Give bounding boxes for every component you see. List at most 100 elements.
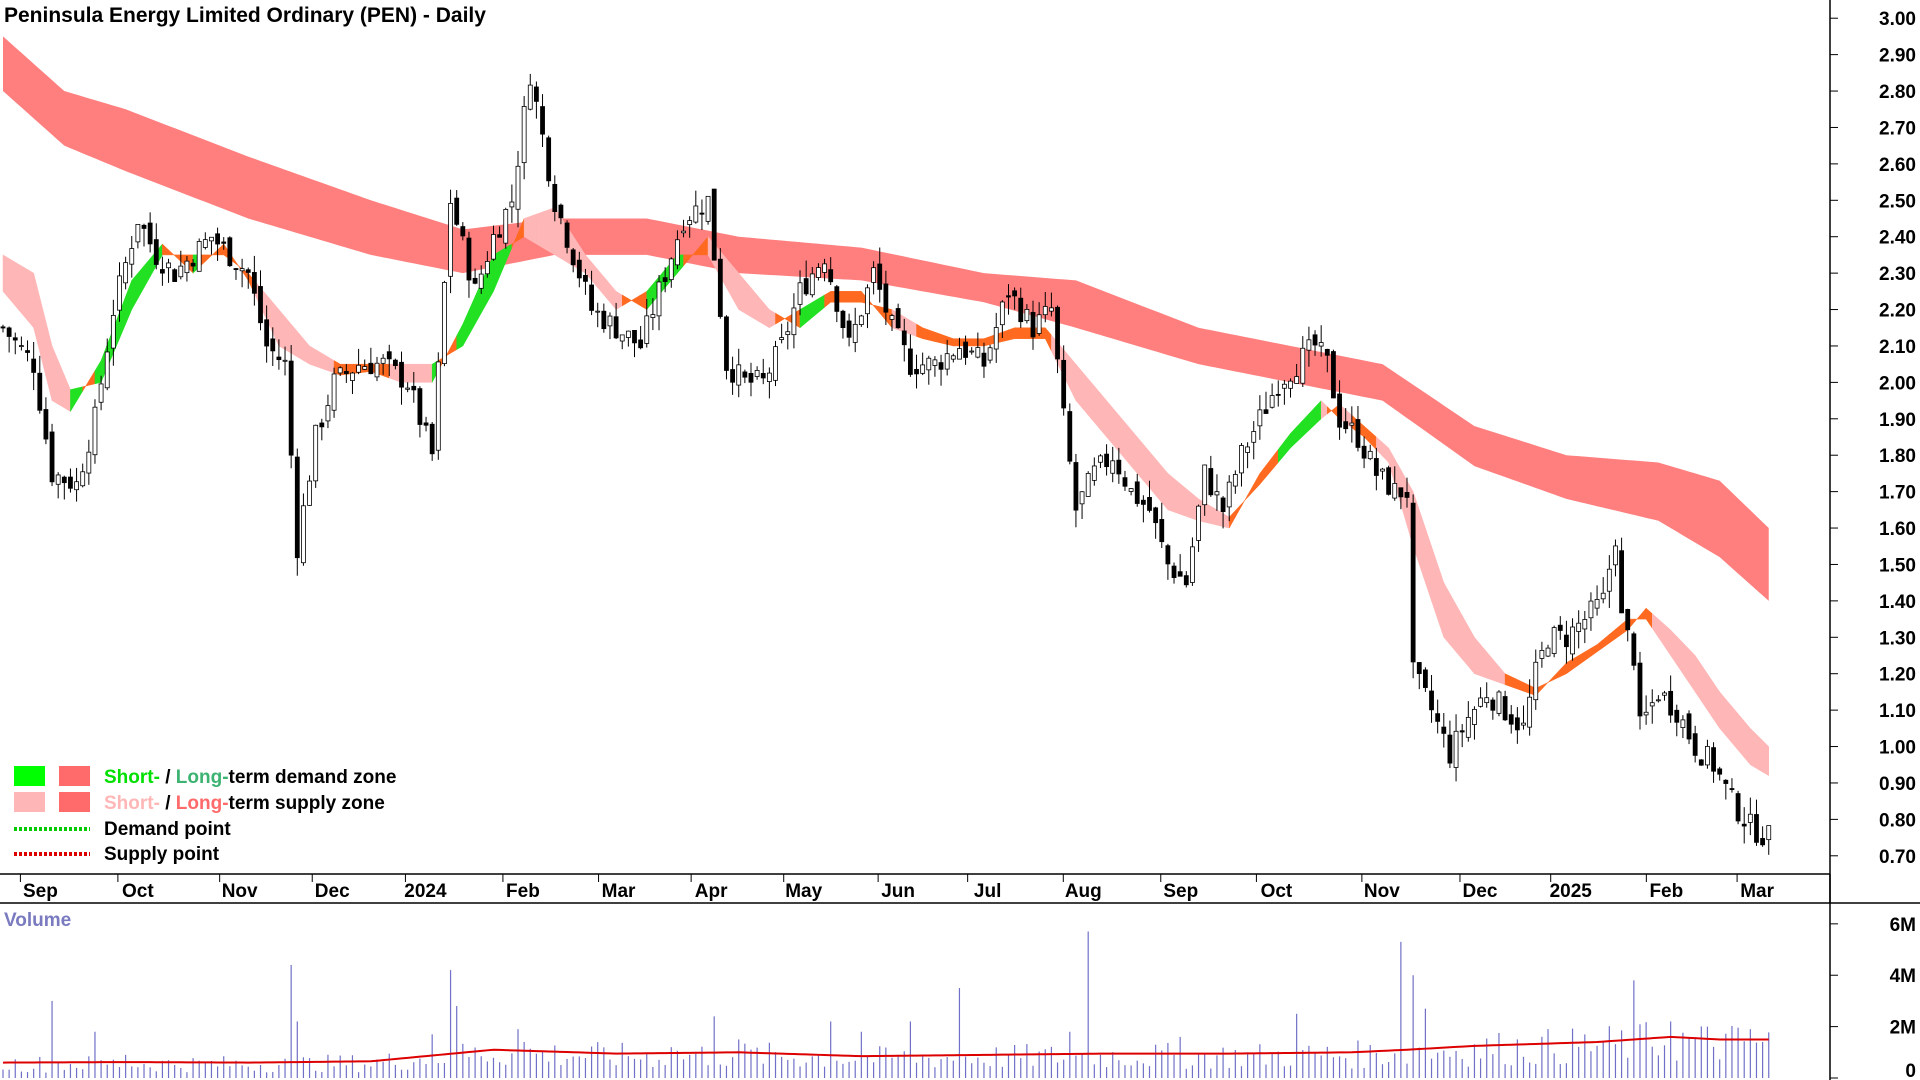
- price-bar-body: [656, 281, 662, 317]
- price-tick-label: 1.80: [1879, 446, 1916, 467]
- price-bar-body: [1324, 348, 1330, 356]
- price-bar-body: [1061, 359, 1067, 409]
- price-bar-body: [1527, 696, 1533, 728]
- short-term-zone-segment: [1167, 472, 1175, 513]
- legend-supply-short: Short-: [104, 793, 160, 814]
- price-bar-body: [1337, 393, 1342, 428]
- price-bar-body: [1343, 421, 1349, 430]
- price-bar-body: [1036, 314, 1042, 334]
- short-term-zone-segment: [27, 269, 34, 329]
- short-term-zone-segment: [548, 207, 556, 256]
- legend-demand-suffix: term demand zone: [229, 767, 397, 788]
- price-bar-body: [1251, 431, 1257, 443]
- price-bar-body: [619, 334, 625, 342]
- price-bar-body: [558, 204, 564, 219]
- time-tick-label: Feb: [506, 881, 540, 902]
- price-tick-label: 2.80: [1879, 82, 1916, 103]
- price-bar-body: [503, 208, 509, 244]
- price-bar-body: [31, 358, 37, 373]
- price-bar-body: [607, 315, 613, 327]
- price-tick-label: 2.10: [1879, 337, 1916, 358]
- short-term-zone-segment: [1094, 385, 1101, 431]
- time-tick-label: Feb: [1649, 881, 1683, 902]
- price-bar-body: [1030, 311, 1036, 338]
- time-tick-label: 2025: [1550, 881, 1593, 902]
- price-bar-body: [196, 241, 202, 272]
- price-bar-body: [650, 314, 656, 318]
- price-bar-body: [6, 327, 12, 337]
- price-bar-body: [1729, 788, 1735, 790]
- short-term-zone-segment: [530, 213, 537, 245]
- price-bar-body: [644, 315, 650, 344]
- time-tick-label: Sep: [23, 881, 58, 902]
- price-bar-body: [1147, 497, 1152, 511]
- price-bar-body: [1318, 342, 1324, 347]
- price-bar-body: [1226, 481, 1232, 508]
- price-bar-body: [1288, 380, 1293, 389]
- price-tick-label: 1.50: [1879, 555, 1916, 576]
- price-bar-body: [166, 262, 171, 269]
- price-bar-body: [877, 263, 883, 290]
- price-bar-body: [1447, 734, 1453, 764]
- price-tick-label: 0.70: [1879, 847, 1916, 868]
- price-bar-body: [527, 84, 533, 110]
- price-bar-body: [668, 258, 674, 281]
- price-bar-body: [1392, 483, 1398, 499]
- short-term-zone-segment: [523, 215, 531, 241]
- legend-long-supply-swatch: [59, 792, 90, 812]
- price-bar-body: [135, 224, 141, 243]
- price-bar-body: [1055, 306, 1060, 360]
- price-bar-body: [1263, 409, 1269, 414]
- price-bar-body: [1153, 507, 1159, 524]
- price-bar-body: [221, 241, 227, 244]
- price-bar-body: [160, 269, 165, 274]
- price-bar-body: [1122, 477, 1128, 487]
- price-bar-body: [417, 388, 423, 425]
- price-bar-body: [1637, 662, 1643, 717]
- time-tick-label: 2024: [404, 881, 447, 902]
- price-bar-body: [834, 286, 840, 312]
- price-bar-body: [895, 308, 901, 329]
- short-term-zone-segment: [1737, 713, 1745, 759]
- price-bar-body: [1423, 669, 1428, 688]
- price-bar-body: [809, 273, 815, 296]
- price-bar-body: [190, 262, 196, 267]
- price-bar-body: [1128, 488, 1134, 492]
- short-term-zone-segment: [848, 291, 856, 303]
- price-bar-body: [1514, 717, 1520, 731]
- price-bar-body: [1116, 459, 1122, 475]
- price-bar-body: [1429, 690, 1434, 711]
- short-term-zone-segment: [389, 363, 396, 381]
- short-term-zone-segment: [413, 363, 421, 383]
- price-bar-body: [1361, 445, 1367, 459]
- price-bar-body: [1508, 714, 1514, 725]
- short-term-zone-segment: [1124, 421, 1132, 467]
- price-bar-body: [717, 258, 723, 317]
- price-bar-body: [576, 259, 582, 279]
- price-bar-body: [202, 239, 208, 248]
- price-bar-body: [264, 319, 270, 347]
- short-term-zone-segment: [1118, 414, 1126, 460]
- price-bar-body: [1453, 730, 1459, 768]
- short-term-zone-segment: [1743, 720, 1751, 766]
- price-tick-label: 2.00: [1879, 373, 1916, 394]
- short-term-zone-segment: [1081, 370, 1089, 416]
- price-bar-body: [74, 481, 79, 491]
- price-bar-body: [350, 372, 355, 381]
- price-bar-body: [736, 364, 742, 386]
- price-bar-body: [638, 339, 644, 349]
- price-bar-body: [86, 451, 92, 474]
- price-bar-body: [840, 310, 846, 328]
- price-bar-body: [1625, 609, 1631, 631]
- price-bar-body: [589, 284, 594, 311]
- price-bar-body: [1410, 502, 1416, 663]
- price-bar-body: [1680, 719, 1686, 728]
- price-bar-body: [1202, 464, 1208, 506]
- time-tick-label: Mar: [1740, 881, 1774, 902]
- price-bar-body: [1006, 295, 1011, 298]
- price-bar-body: [276, 356, 282, 361]
- price-bar-body: [331, 373, 337, 411]
- price-bar-body: [172, 269, 178, 282]
